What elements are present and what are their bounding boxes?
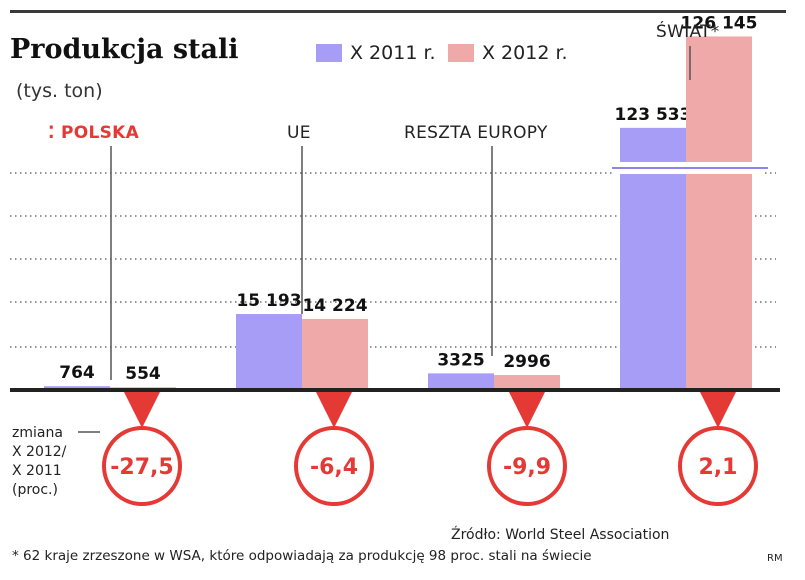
change-value: -6,4 [310,455,358,480]
data-label: 14 224 [302,296,367,316]
change-value: -9,9 [503,455,551,480]
bar-2011-world-upper [620,127,686,162]
bar-2011-1 [236,314,302,390]
chart-title: Produkcja stali [10,34,239,65]
bar-2012-world-upper [686,36,752,162]
change-value: 2,1 [699,455,738,480]
source-note: Źródło: World Steel Association [451,527,670,543]
group-label-ue: UE [287,123,311,143]
author-credit: RM [767,553,783,564]
change-value: -27,5 [110,455,173,480]
polska-marker-icon: ⁚ [48,123,55,143]
bar-2012-1 [302,318,368,390]
change-pointer [124,392,160,428]
legend-item-2012: X 2012 r. [448,42,568,64]
change-pointer [700,392,736,428]
group-label-reszta-europy: RESZTA EUROPY [404,123,548,143]
data-label: 2996 [503,352,550,372]
data-label: 126 145 [681,13,758,33]
change-circle [678,426,758,506]
legend-label-2012: X 2012 r. [482,42,568,64]
bar-2011-world-lower [620,172,686,390]
bar-2011-2 [428,373,494,390]
data-label: 764 [59,363,95,383]
footnote: * 62 kraje zrzeszone w WSA, które odpowi… [12,548,592,564]
change-caption: zmiana X 2012/ X 2011 (proc.) [12,425,67,498]
legend-item-2011: X 2011 r. [316,42,436,64]
group-label-swiat: ŚWIAT* [656,22,720,42]
group-label-polska: ⁚ POLSKA [48,123,140,143]
data-label: 123 533 [615,105,692,125]
legend-label-2011: X 2011 r. [350,42,436,64]
change-circle [102,426,182,506]
change-pointer [316,392,352,428]
bar-2012-2 [494,375,560,390]
data-label: 15 193 [236,291,301,311]
bar-2012-world-lower [686,172,752,390]
change-pointer [509,392,545,428]
legend-swatch-2012 [448,44,474,62]
legend-swatch-2011 [316,44,342,62]
change-circle [487,426,567,506]
change-circle [294,426,374,506]
data-label: 554 [125,364,161,384]
data-label: 3325 [437,350,484,370]
top-rule [10,10,786,13]
chart-subtitle: (tys. ton) [16,80,103,102]
